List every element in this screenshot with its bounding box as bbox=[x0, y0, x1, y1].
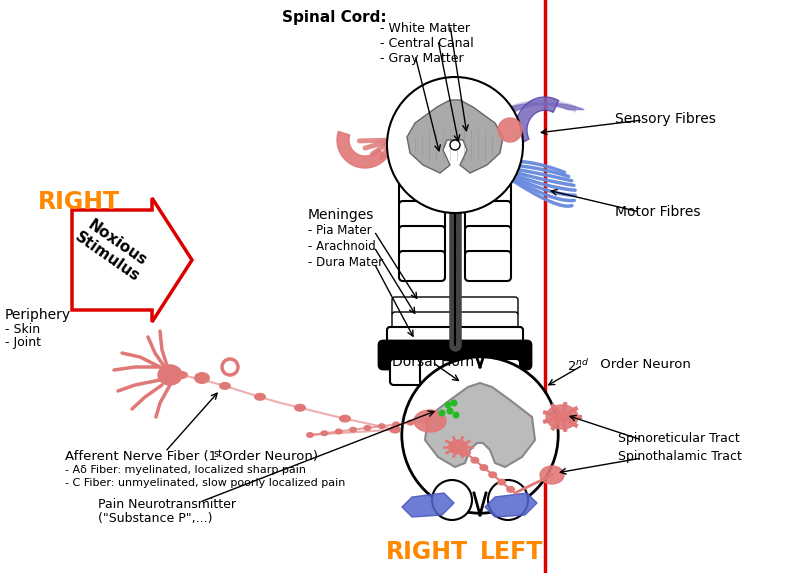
Circle shape bbox=[450, 399, 458, 406]
Text: - C Fiber: unmyelinated, slow poorly localized pain: - C Fiber: unmyelinated, slow poorly loc… bbox=[65, 478, 346, 488]
Circle shape bbox=[432, 480, 472, 520]
Circle shape bbox=[488, 480, 528, 520]
Text: - Gray Matter: - Gray Matter bbox=[380, 52, 464, 65]
Polygon shape bbox=[472, 495, 488, 513]
Text: Motor Fibres: Motor Fibres bbox=[615, 205, 701, 219]
Text: - Central Canal: - Central Canal bbox=[380, 37, 474, 50]
Circle shape bbox=[222, 359, 238, 375]
Text: st: st bbox=[213, 449, 222, 459]
Text: Spinoreticular Tract: Spinoreticular Tract bbox=[618, 432, 740, 445]
Text: - Skin: - Skin bbox=[5, 323, 40, 336]
Circle shape bbox=[438, 410, 446, 417]
Ellipse shape bbox=[470, 457, 479, 464]
Polygon shape bbox=[337, 131, 388, 168]
Ellipse shape bbox=[479, 464, 488, 471]
Circle shape bbox=[498, 118, 522, 142]
Text: RIGHT: RIGHT bbox=[386, 540, 468, 564]
Ellipse shape bbox=[158, 365, 182, 385]
Ellipse shape bbox=[339, 415, 351, 423]
Ellipse shape bbox=[421, 418, 429, 424]
Ellipse shape bbox=[506, 486, 515, 493]
Ellipse shape bbox=[406, 419, 414, 426]
FancyBboxPatch shape bbox=[392, 312, 518, 331]
Ellipse shape bbox=[448, 439, 468, 454]
FancyBboxPatch shape bbox=[450, 359, 490, 385]
Text: 2$^{nd}$: 2$^{nd}$ bbox=[567, 358, 590, 374]
Text: - Arachnoid: - Arachnoid bbox=[308, 240, 376, 253]
FancyBboxPatch shape bbox=[420, 359, 460, 385]
Circle shape bbox=[387, 77, 523, 213]
Text: - Aδ Fiber: myelinated, localized sharp pain: - Aδ Fiber: myelinated, localized sharp … bbox=[65, 465, 306, 475]
Text: Spinothalamic Tract: Spinothalamic Tract bbox=[618, 450, 742, 463]
FancyBboxPatch shape bbox=[390, 359, 430, 385]
FancyBboxPatch shape bbox=[387, 327, 523, 345]
Ellipse shape bbox=[488, 472, 498, 478]
Text: Pain Neurotransmitter: Pain Neurotransmitter bbox=[98, 498, 236, 511]
Ellipse shape bbox=[497, 478, 506, 485]
FancyBboxPatch shape bbox=[465, 176, 511, 206]
Ellipse shape bbox=[392, 421, 400, 427]
FancyBboxPatch shape bbox=[399, 226, 445, 256]
Ellipse shape bbox=[194, 372, 210, 384]
Text: RIGHT: RIGHT bbox=[38, 190, 120, 214]
Text: Order Neuron: Order Neuron bbox=[596, 358, 691, 371]
Ellipse shape bbox=[176, 371, 188, 379]
FancyBboxPatch shape bbox=[379, 341, 531, 369]
Text: Spinal Cord:: Spinal Cord: bbox=[282, 10, 386, 25]
Text: Periphery: Periphery bbox=[5, 308, 71, 322]
Ellipse shape bbox=[414, 410, 446, 432]
Circle shape bbox=[445, 402, 451, 409]
Polygon shape bbox=[72, 198, 192, 322]
Ellipse shape bbox=[363, 425, 371, 431]
Text: LEFT: LEFT bbox=[480, 540, 544, 564]
Text: Order Neuron): Order Neuron) bbox=[218, 450, 318, 463]
Text: - Joint: - Joint bbox=[5, 336, 41, 349]
Ellipse shape bbox=[219, 382, 231, 390]
FancyBboxPatch shape bbox=[392, 297, 518, 316]
Text: ("Substance P",...): ("Substance P",...) bbox=[98, 512, 213, 525]
Ellipse shape bbox=[462, 449, 470, 457]
Circle shape bbox=[450, 140, 460, 150]
Text: Dorsal Horn: Dorsal Horn bbox=[392, 355, 474, 369]
FancyBboxPatch shape bbox=[465, 251, 511, 281]
Circle shape bbox=[402, 357, 558, 513]
Ellipse shape bbox=[389, 426, 401, 434]
Polygon shape bbox=[515, 97, 558, 145]
Text: - White Matter: - White Matter bbox=[380, 22, 470, 35]
Polygon shape bbox=[425, 383, 535, 467]
Ellipse shape bbox=[254, 393, 266, 401]
Ellipse shape bbox=[306, 432, 314, 438]
Polygon shape bbox=[485, 493, 537, 517]
FancyBboxPatch shape bbox=[399, 176, 445, 206]
Text: - Pia Mater: - Pia Mater bbox=[308, 224, 372, 237]
Text: - Dura Mater: - Dura Mater bbox=[308, 256, 383, 269]
FancyBboxPatch shape bbox=[465, 201, 511, 231]
Ellipse shape bbox=[334, 429, 342, 434]
Text: Meninges: Meninges bbox=[308, 208, 374, 222]
FancyBboxPatch shape bbox=[480, 359, 520, 385]
Polygon shape bbox=[407, 100, 503, 173]
Ellipse shape bbox=[546, 405, 578, 429]
FancyBboxPatch shape bbox=[399, 251, 445, 281]
FancyBboxPatch shape bbox=[465, 226, 511, 256]
Ellipse shape bbox=[294, 404, 306, 412]
Circle shape bbox=[453, 411, 459, 418]
Text: Sensory Fibres: Sensory Fibres bbox=[615, 112, 716, 126]
Circle shape bbox=[446, 407, 454, 414]
Text: Noxious
Stimulus: Noxious Stimulus bbox=[72, 215, 152, 285]
Text: Afferent Nerve Fiber (1: Afferent Nerve Fiber (1 bbox=[65, 450, 217, 463]
Polygon shape bbox=[402, 493, 454, 517]
Ellipse shape bbox=[378, 423, 386, 429]
Ellipse shape bbox=[349, 427, 357, 433]
Ellipse shape bbox=[540, 466, 564, 484]
Ellipse shape bbox=[320, 430, 328, 436]
FancyBboxPatch shape bbox=[399, 201, 445, 231]
